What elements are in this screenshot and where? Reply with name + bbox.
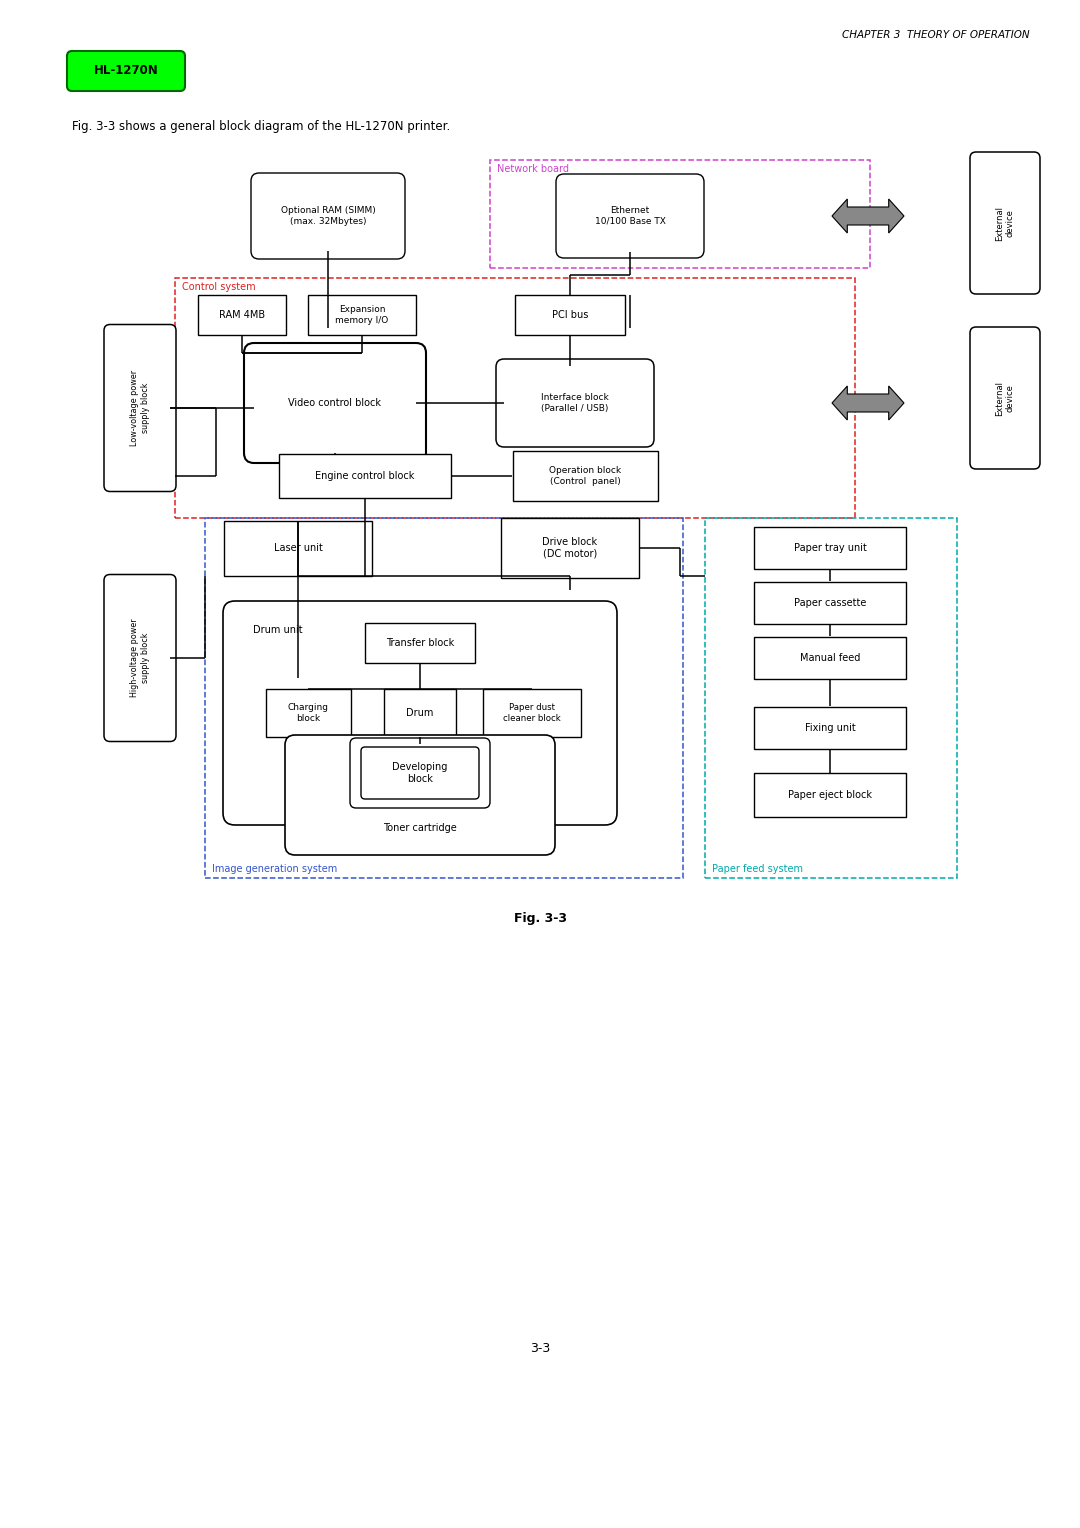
Text: Fixing unit: Fixing unit [805,723,855,733]
Text: 3-3: 3-3 [530,1342,550,1354]
Text: CHAPTER 3  THEORY OF OPERATION: CHAPTER 3 THEORY OF OPERATION [842,31,1030,40]
Text: Paper dust
cleaner block: Paper dust cleaner block [503,703,561,723]
Text: Engine control block: Engine control block [315,471,415,481]
Bar [490,160,870,267]
Text: Manual feed: Manual feed [800,652,860,663]
FancyBboxPatch shape [483,689,581,736]
Text: Drum: Drum [406,707,434,718]
Text: Image generation system: Image generation system [212,863,337,874]
FancyBboxPatch shape [350,738,490,808]
FancyBboxPatch shape [754,773,906,817]
FancyBboxPatch shape [285,735,555,856]
FancyBboxPatch shape [244,342,426,463]
FancyBboxPatch shape [970,327,1040,469]
FancyBboxPatch shape [556,174,704,258]
FancyBboxPatch shape [365,623,475,663]
Text: Transfer block: Transfer block [386,639,454,648]
FancyBboxPatch shape [222,601,617,825]
Text: Low-voltage power
supply block: Low-voltage power supply block [131,370,150,446]
Text: Network board: Network board [497,163,569,174]
FancyBboxPatch shape [384,689,456,736]
Polygon shape [832,199,904,232]
Text: Video control block: Video control block [288,397,381,408]
FancyBboxPatch shape [515,295,625,335]
Text: Control system: Control system [183,283,256,292]
FancyBboxPatch shape [754,527,906,568]
FancyBboxPatch shape [224,521,372,576]
FancyBboxPatch shape [754,582,906,623]
FancyBboxPatch shape [198,295,286,335]
Text: Ethernet
10/100 Base TX: Ethernet 10/100 Base TX [595,206,665,226]
Text: External
device: External device [996,205,1015,240]
Text: HL-1270N: HL-1270N [94,64,159,76]
FancyBboxPatch shape [754,707,906,749]
Text: Optional RAM (SIMM)
(max. 32Mbytes): Optional RAM (SIMM) (max. 32Mbytes) [281,206,376,226]
Text: Expansion
memory I/O: Expansion memory I/O [336,306,389,325]
FancyBboxPatch shape [513,451,658,501]
FancyBboxPatch shape [970,151,1040,293]
Text: External
device: External device [996,380,1015,416]
Text: Paper eject block: Paper eject block [788,790,872,801]
Text: Toner cartridge: Toner cartridge [383,824,457,833]
FancyBboxPatch shape [251,173,405,260]
FancyBboxPatch shape [104,324,176,492]
FancyBboxPatch shape [754,637,906,678]
Bar [205,518,683,879]
Bar [705,518,957,879]
Text: Drive block
(DC motor): Drive block (DC motor) [542,538,597,559]
Bar [175,278,855,518]
Text: Developing
block: Developing block [392,762,448,784]
Text: Fig. 3-3 shows a general block diagram of the HL-1270N printer.: Fig. 3-3 shows a general block diagram o… [72,121,450,133]
FancyBboxPatch shape [361,747,480,799]
FancyBboxPatch shape [496,359,654,448]
Text: Laser unit: Laser unit [273,542,323,553]
Text: Drum unit: Drum unit [253,625,302,636]
FancyBboxPatch shape [104,575,176,741]
Text: RAM 4MB: RAM 4MB [219,310,265,319]
Polygon shape [832,387,904,420]
FancyBboxPatch shape [501,518,639,578]
Text: Paper cassette: Paper cassette [794,597,866,608]
Text: Paper feed system: Paper feed system [712,863,804,874]
Text: High-voltage power
supply block: High-voltage power supply block [131,619,150,697]
Text: Fig. 3-3: Fig. 3-3 [513,912,567,924]
FancyBboxPatch shape [308,295,416,335]
Text: Paper tray unit: Paper tray unit [794,542,866,553]
Text: Charging
block: Charging block [287,703,328,723]
FancyBboxPatch shape [266,689,351,736]
Text: Interface block
(Parallel / USB): Interface block (Parallel / USB) [541,393,609,413]
FancyBboxPatch shape [279,454,451,498]
Text: PCI bus: PCI bus [552,310,589,319]
FancyBboxPatch shape [67,50,185,92]
Text: Operation block
(Control  panel): Operation block (Control panel) [549,466,621,486]
